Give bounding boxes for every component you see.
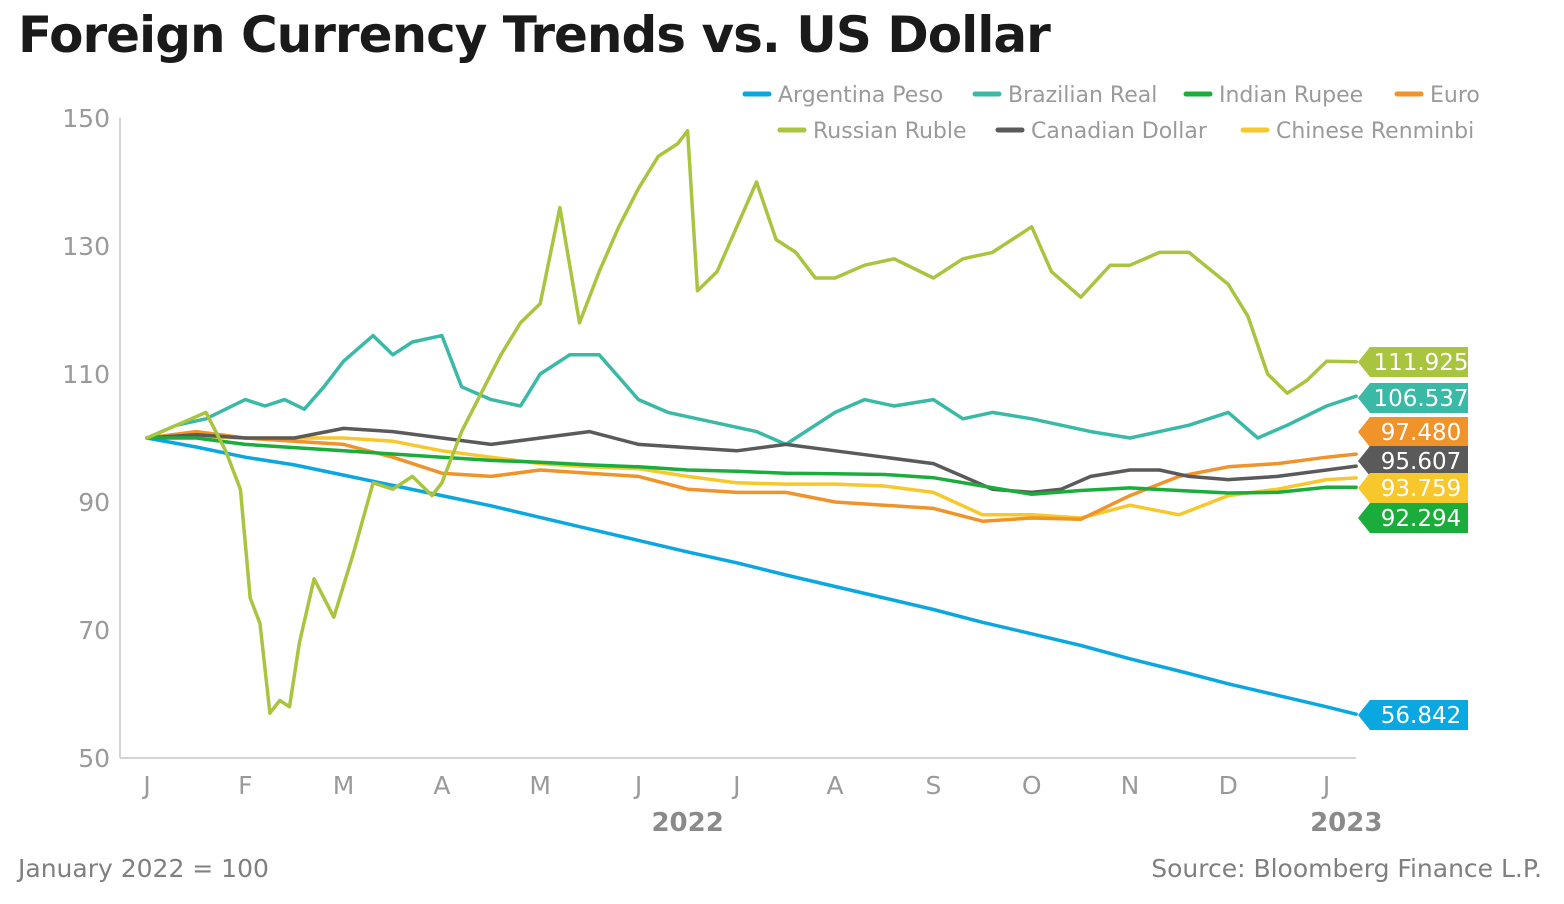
axes [119,118,1356,759]
value-tag-label: 92.294 [1381,506,1461,532]
y-tick-labels: 50 70 90 110 130 150 [62,104,110,773]
legend-label: Euro [1430,83,1480,108]
legend-label: Chinese Renminbi [1276,119,1474,144]
y-tick-label: 50 [78,744,110,773]
value-tag [1358,417,1468,447]
x-tick-label: A [433,771,450,800]
x-tick-label: J [633,771,642,800]
series-line [145,129,1358,715]
series-line [145,436,1358,497]
year-label: 2023 [1310,808,1382,838]
x-tick-label: A [827,771,844,800]
x-tick-label: S [925,771,941,800]
x-tick-label: J [1321,771,1330,800]
series-line [145,429,1358,523]
x-tick-label: F [238,771,252,800]
value-tag-label: 111.925 [1373,350,1468,376]
value-tag [1358,383,1468,413]
y-tick-label: 130 [62,232,110,261]
value-tag [1358,347,1468,377]
value-tag-label: 56.842 [1381,703,1461,729]
y-tick-label: 90 [78,488,110,517]
value-tag-label: 106.537 [1373,386,1468,412]
value-tag [1358,503,1468,533]
chart-title: Foreign Currency Trends vs. US Dollar [18,6,1051,64]
y-tick-label: 150 [62,104,110,133]
value-tag-label: 93.759 [1381,476,1461,502]
x-tick-label: M [333,771,355,800]
x-tick-label: J [731,771,740,800]
legend: Argentina Peso Brazilian Real Indian Rupee… [742,83,1480,144]
year-label: 2022 [651,808,723,838]
y-tick-label: 110 [62,360,110,389]
value-tag [1358,473,1468,503]
year-labels: 2022 2023 [651,808,1382,838]
x-tick-label: O [1022,771,1042,800]
series-line [145,434,1358,520]
value-tag [1358,446,1468,476]
value-tag [1358,700,1468,730]
index-footnote: January 2022 = 100 [18,854,269,883]
legend-label: Indian Rupee [1219,83,1363,108]
legend-label: Canadian Dollar [1031,119,1208,144]
series-lines [145,129,1358,716]
end-value-tags: 56.842 106.537 92.294 97.480 111.925 95.60793… [1358,347,1469,730]
x-tick-label: D [1219,771,1238,800]
value-tag-label: 97.480 [1381,420,1461,446]
series-line [145,426,1358,495]
series-line [145,333,1358,447]
source-note: Source: Bloomberg Finance L.P. [1151,854,1542,883]
legend-label: Argentina Peso [778,83,943,108]
value-tag-label: 95.607 [1381,449,1461,475]
legend-label: Russian Ruble [813,119,967,144]
x-tick-label: M [529,771,551,800]
x-tick-label: N [1121,771,1140,800]
series-line [145,436,1358,716]
x-tick-label: J [141,771,150,800]
legend-label: Brazilian Real [1008,83,1157,108]
y-tick-label: 70 [78,616,110,645]
